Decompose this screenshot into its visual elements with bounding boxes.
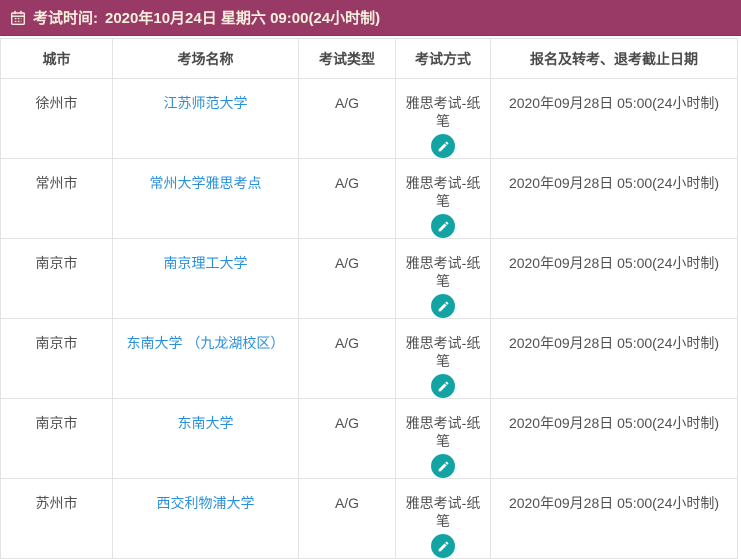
exam-type-cell: A/G	[298, 158, 396, 239]
venue-link[interactable]: 东南大学 （九龙湖校区）	[126, 335, 285, 351]
city-cell: 徐州市	[0, 78, 113, 159]
pencil-icon[interactable]	[431, 214, 455, 238]
pencil-icon[interactable]	[431, 534, 455, 558]
column-header-exam-method: 考试方式	[395, 38, 491, 79]
exam-type-cell: A/G	[298, 478, 396, 559]
pencil-icon[interactable]	[431, 134, 455, 158]
venue-cell: 江苏师范大学	[112, 78, 299, 159]
table-row: 南京市 东南大学 A/G 雅思考试-纸笔 2020年09月28日 05:00(2…	[0, 398, 738, 479]
exam-type-cell: A/G	[298, 238, 396, 319]
exam-method-cell: 雅思考试-纸笔	[395, 478, 491, 559]
exam-time-banner: 考试时间: 2020年10月24日 星期六 09:00(24小时制)	[0, 0, 741, 36]
pencil-icon[interactable]	[431, 294, 455, 318]
city-cell: 苏州市	[0, 478, 113, 559]
column-header-venue: 考场名称	[112, 38, 299, 79]
table-body: 徐州市 江苏师范大学 A/G 雅思考试-纸笔 2020年09月28日 05:00…	[0, 78, 738, 559]
venue-cell: 东南大学 （九龙湖校区）	[112, 318, 299, 399]
exam-type-cell: A/G	[298, 398, 396, 479]
pencil-icon[interactable]	[431, 454, 455, 478]
calendar-icon	[10, 10, 26, 26]
exam-method-cell: 雅思考试-纸笔	[395, 158, 491, 239]
exam-method-cell: 雅思考试-纸笔	[395, 318, 491, 399]
deadline-cell: 2020年09月28日 05:00(24小时制)	[490, 398, 738, 479]
table-row: 南京市 南京理工大学 A/G 雅思考试-纸笔 2020年09月28日 05:00…	[0, 238, 738, 319]
pencil-icon[interactable]	[431, 374, 455, 398]
table-row: 徐州市 江苏师范大学 A/G 雅思考试-纸笔 2020年09月28日 05:00…	[0, 78, 738, 159]
exam-method-label: 雅思考试-纸笔	[405, 95, 481, 129]
city-cell: 南京市	[0, 318, 113, 399]
city-cell: 常州市	[0, 158, 113, 239]
city-cell: 南京市	[0, 238, 113, 319]
table-row: 苏州市 西交利物浦大学 A/G 雅思考试-纸笔 2020年09月28日 05:0…	[0, 478, 738, 559]
exam-sessions-table: 城市 考场名称 考试类型 考试方式 报名及转考、退考截止日期 徐州市 江苏师范大…	[0, 38, 738, 559]
venue-link[interactable]: 南京理工大学	[163, 255, 248, 271]
table-header-row: 城市 考场名称 考试类型 考试方式 报名及转考、退考截止日期	[0, 38, 738, 79]
column-header-deadline: 报名及转考、退考截止日期	[490, 38, 738, 79]
venue-cell: 东南大学	[112, 398, 299, 479]
banner-value: 2020年10月24日 星期六 09:00(24小时制)	[105, 10, 381, 27]
venue-cell: 南京理工大学	[112, 238, 299, 319]
deadline-cell: 2020年09月28日 05:00(24小时制)	[490, 158, 738, 239]
column-header-city: 城市	[0, 38, 113, 79]
deadline-cell: 2020年09月28日 05:00(24小时制)	[490, 238, 738, 319]
column-header-exam-type: 考试类型	[298, 38, 396, 79]
venue-cell: 西交利物浦大学	[112, 478, 299, 559]
table-row: 常州市 常州大学雅思考点 A/G 雅思考试-纸笔 2020年09月28日 05:…	[0, 158, 738, 239]
exam-method-cell: 雅思考试-纸笔	[395, 78, 491, 159]
exam-method-label: 雅思考试-纸笔	[405, 495, 481, 529]
exam-type-cell: A/G	[298, 318, 396, 399]
city-cell: 南京市	[0, 398, 113, 479]
venue-cell: 常州大学雅思考点	[112, 158, 299, 239]
exam-type-cell: A/G	[298, 78, 396, 159]
venue-link[interactable]: 西交利物浦大学	[156, 495, 255, 511]
exam-method-cell: 雅思考试-纸笔	[395, 398, 491, 479]
exam-method-label: 雅思考试-纸笔	[405, 335, 481, 369]
exam-method-cell: 雅思考试-纸笔	[395, 238, 491, 319]
venue-link[interactable]: 东南大学	[177, 415, 234, 431]
exam-method-label: 雅思考试-纸笔	[405, 255, 481, 289]
deadline-cell: 2020年09月28日 05:00(24小时制)	[490, 478, 738, 559]
banner-label: 考试时间:	[33, 10, 98, 27]
venue-link[interactable]: 江苏师范大学	[163, 95, 248, 111]
exam-method-label: 雅思考试-纸笔	[405, 415, 481, 449]
exam-method-label: 雅思考试-纸笔	[405, 175, 481, 209]
deadline-cell: 2020年09月28日 05:00(24小时制)	[490, 78, 738, 159]
venue-link[interactable]: 常州大学雅思考点	[149, 175, 262, 191]
deadline-cell: 2020年09月28日 05:00(24小时制)	[490, 318, 738, 399]
table-row: 南京市 东南大学 （九龙湖校区） A/G 雅思考试-纸笔 2020年09月28日…	[0, 318, 738, 399]
